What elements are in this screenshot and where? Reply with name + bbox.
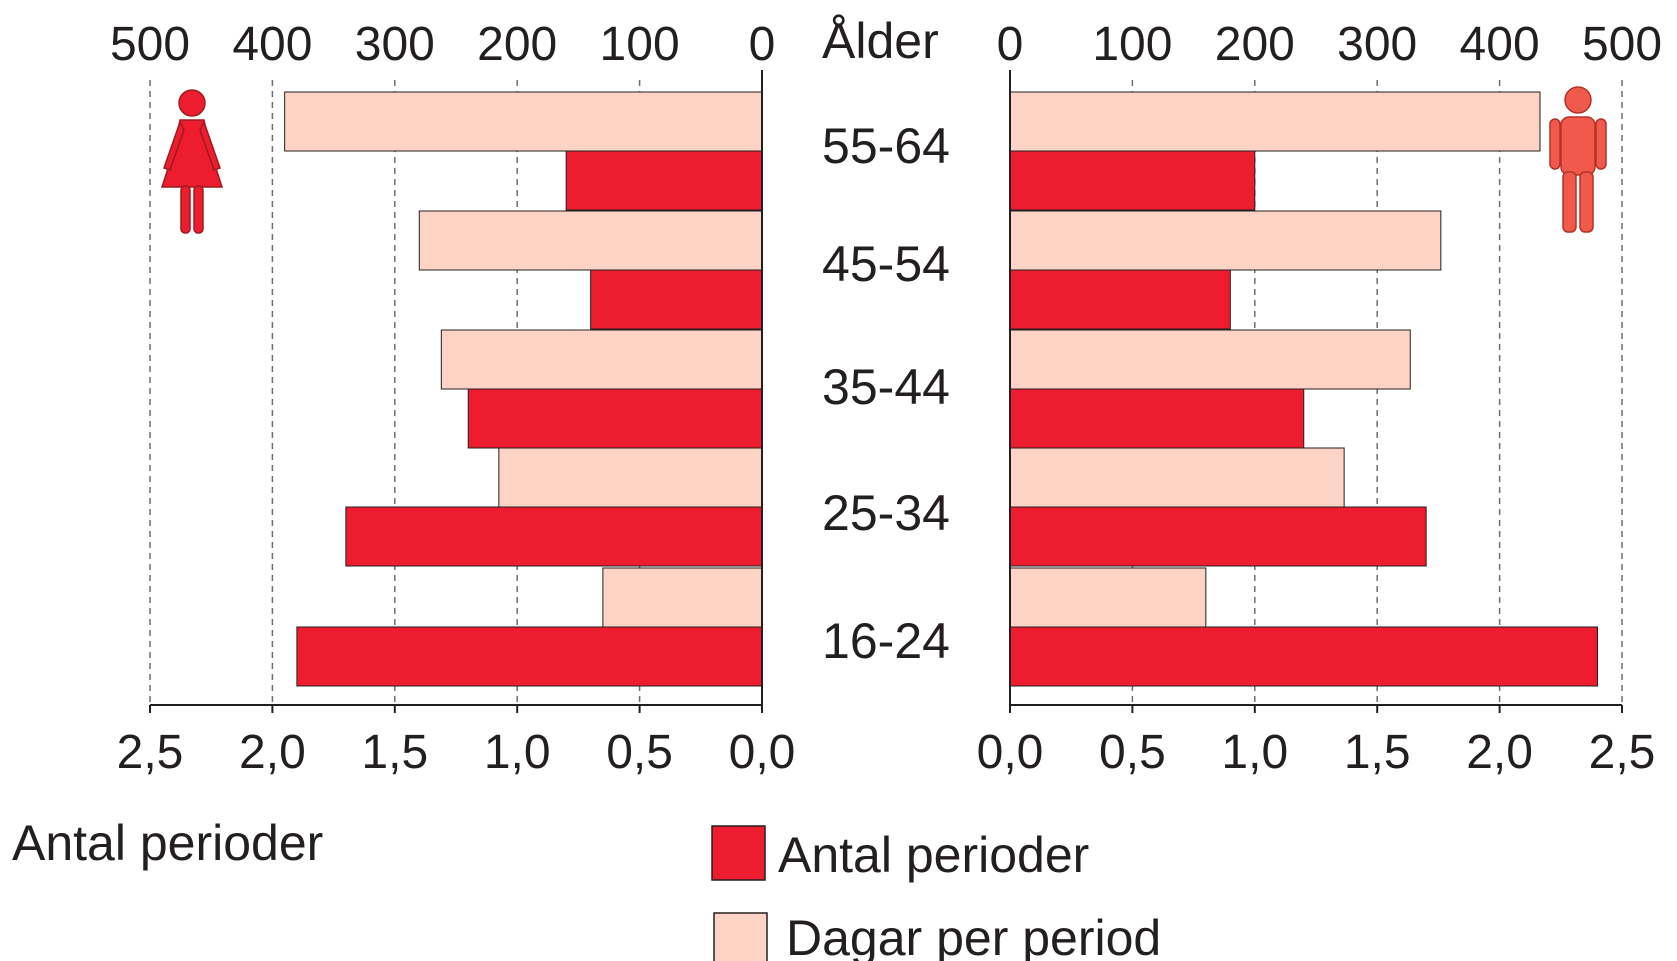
bar-days-men-35-44 bbox=[1009, 329, 1411, 390]
top-tick-left-1: 100 bbox=[600, 18, 680, 71]
top-tick-right-1: 100 bbox=[1092, 18, 1172, 71]
bottom-tick-left-0: 0,0 bbox=[729, 726, 796, 779]
bottom-tick-right-1: 0,5 bbox=[1099, 726, 1166, 779]
male-icon bbox=[1549, 86, 1607, 233]
bar-periods-men-16-24 bbox=[1009, 626, 1599, 687]
bottom-tick-left-5: 2,5 bbox=[117, 726, 184, 779]
bar-periods-men-55-64 bbox=[1009, 150, 1256, 211]
bar-days-women-25-34 bbox=[498, 447, 763, 508]
top-tick-left-4: 400 bbox=[232, 18, 312, 71]
bar-periods-men-35-44 bbox=[1009, 388, 1305, 449]
bar-days-men-16-24 bbox=[1009, 567, 1207, 628]
bottom-tick-right-4: 2,0 bbox=[1466, 726, 1533, 779]
bar-periods-men-25-34 bbox=[1009, 506, 1427, 567]
x-axis-title: Antal perioder bbox=[12, 815, 323, 871]
top-tick-right-4: 400 bbox=[1460, 18, 1540, 71]
bottom-tick-left-1: 0,5 bbox=[606, 726, 673, 779]
bottom-tick-right-3: 1,5 bbox=[1344, 726, 1411, 779]
legend-label-periods: Antal perioder bbox=[778, 827, 1089, 883]
bottom-tick-left-2: 1,0 bbox=[484, 726, 551, 779]
bottom-tick-left-3: 1,5 bbox=[361, 726, 428, 779]
bar-periods-women-55-64 bbox=[565, 150, 763, 211]
bottom-tick-right-5: 2,5 bbox=[1589, 726, 1656, 779]
top-tick-left-0: 0 bbox=[749, 18, 776, 71]
axes bbox=[149, 70, 1623, 713]
age-label-45-54: 45-54 bbox=[822, 236, 950, 292]
top-tick-left-2: 200 bbox=[477, 18, 557, 71]
bar-days-women-35-44 bbox=[440, 329, 763, 390]
bars bbox=[284, 91, 1599, 687]
legend-swatch-days bbox=[713, 912, 768, 961]
age-label-55-64: 55-64 bbox=[822, 118, 950, 174]
legend-label-days: Dagar per period bbox=[786, 910, 1161, 961]
bar-days-men-45-54 bbox=[1009, 210, 1442, 271]
top-tick-left-3: 300 bbox=[355, 18, 435, 71]
age-label-16-24: 16-24 bbox=[822, 613, 950, 669]
bar-periods-women-45-54 bbox=[590, 269, 763, 330]
bottom-tick-right-2: 1,0 bbox=[1221, 726, 1288, 779]
legend-swatch-periods bbox=[711, 825, 766, 881]
age-labels: 16-24 25-34 35-44 45-54 55-64 bbox=[822, 118, 950, 669]
top-tick-right-0: 0 bbox=[997, 18, 1024, 71]
bar-days-men-55-64 bbox=[1009, 91, 1541, 152]
legend: Antal perioder Dagar per period bbox=[711, 825, 1161, 961]
age-label-35-44: 35-44 bbox=[822, 359, 950, 415]
bottom-tick-left-4: 2,0 bbox=[239, 726, 306, 779]
bar-days-women-45-54 bbox=[418, 210, 763, 271]
bar-periods-women-25-34 bbox=[345, 506, 763, 567]
tick-labels: 0 100 200 300 400 500 0,0 0,5 1,0 1,5 2,0 2,5 0 100 20… bbox=[110, 18, 1662, 779]
bar-days-women-16-24 bbox=[602, 567, 763, 628]
bar-days-men-25-34 bbox=[1009, 447, 1345, 508]
top-tick-right-5: 500 bbox=[1582, 18, 1662, 71]
age-axis-title: Ålder bbox=[822, 13, 939, 69]
age-label-25-34: 25-34 bbox=[822, 485, 950, 541]
bottom-tick-right-0: 0,0 bbox=[977, 726, 1044, 779]
bar-periods-men-45-54 bbox=[1009, 269, 1231, 330]
bar-days-women-55-64 bbox=[284, 91, 763, 152]
top-tick-left-5: 500 bbox=[110, 18, 190, 71]
bar-periods-women-16-24 bbox=[296, 626, 763, 687]
bar-periods-women-35-44 bbox=[467, 388, 763, 449]
top-tick-right-3: 300 bbox=[1337, 18, 1417, 71]
female-icon bbox=[160, 89, 224, 234]
top-tick-right-2: 200 bbox=[1215, 18, 1295, 71]
